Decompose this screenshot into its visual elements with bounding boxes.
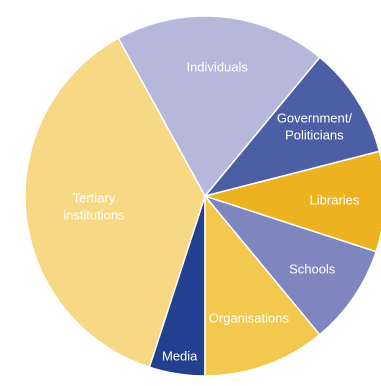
pie-slice-6: [24, 37, 206, 368]
pie-slice-3: [204, 150, 381, 253]
slice-label-5: Individuals: [186, 60, 248, 75]
slice-label-3: Libraries: [310, 193, 360, 208]
slice-label-line: Libraries: [310, 193, 360, 208]
slice-label-line: Government/: [277, 111, 353, 126]
pie-slice-5: [117, 15, 321, 197]
slice-label-line: Schools: [289, 261, 336, 276]
slice-label-1: Organisations: [209, 310, 290, 325]
slice-labels: Media Organisations Schools Libraries Govern…: [63, 60, 360, 364]
slice-label-line: Individuals: [186, 60, 248, 75]
slice-label-6: Tertiary institutions: [63, 191, 125, 223]
slice-label-line: institutions: [63, 208, 125, 223]
slices: [24, 15, 381, 377]
slice-label-2: Schools: [289, 261, 336, 276]
slice-label-0: Media: [162, 349, 198, 364]
pie-slice-4: [204, 56, 381, 197]
slice-label-line: Politicians: [285, 128, 344, 143]
slice-label-line: Media: [162, 349, 198, 364]
slice-label-4: Government/Politicians: [277, 111, 353, 143]
pie-slice-2: [204, 195, 377, 336]
slice-label-line: Tertiary: [73, 191, 116, 206]
pie-slice-1: [204, 195, 321, 377]
slice-label-line: Organisations: [209, 310, 290, 325]
